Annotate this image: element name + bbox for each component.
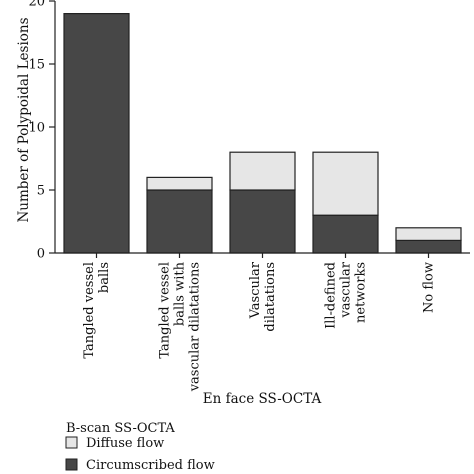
- y-tick-label-15: 15: [28, 58, 45, 73]
- bar-diffuse-1: [146, 176, 213, 191]
- axes-layer: 0 5 10 15 20: [28, 0, 470, 262]
- bar-diffuse-4: [395, 227, 462, 242]
- legend: B-scan SS-OCTA Diffuse flow Circumscribed…: [65, 421, 215, 473]
- y-tick-label-20: 20: [28, 0, 45, 10]
- category-label-line: Ill-defined: [324, 262, 339, 329]
- y-tick-label-5: 5: [37, 184, 45, 199]
- bar-circumscribed-3: [312, 214, 379, 254]
- category-label-line: balls with: [173, 261, 188, 326]
- legend-title: B-scan SS-OCTA: [66, 421, 175, 436]
- category-label-line: vascular dilatations: [188, 262, 203, 392]
- category-label-line: dilatations: [263, 262, 278, 332]
- category-label-line: Tangled vessel: [158, 262, 173, 359]
- category-label-line: balls: [97, 262, 112, 293]
- bar-diffuse-2: [229, 151, 296, 191]
- category-labels: Tangled vesselballs Tangled vesselballs w…: [82, 261, 437, 392]
- y-tick-label-10: 10: [28, 121, 45, 136]
- category-label-line: Tangled vessel: [82, 262, 97, 359]
- bar-circumscribed-1: [146, 189, 213, 254]
- category-label-1: Tangled vesselballs withvascular dilatat…: [158, 261, 203, 392]
- bar-circumscribed-0: [63, 13, 130, 254]
- category-label-3: Ill-definedvascularnetworks: [324, 261, 369, 329]
- category-label-4: No flow: [422, 262, 437, 313]
- bar-circumscribed-4: [395, 239, 462, 254]
- y-axis-title: Number of Polypoidal Lesions: [16, 17, 32, 222]
- bar-diffuse-3: [312, 151, 379, 216]
- category-label-line: Vascular: [248, 261, 263, 319]
- legend-label-circumscribed: Circumscribed flow: [86, 458, 215, 473]
- category-label-0: Tangled vesselballs: [82, 262, 112, 359]
- legend-label-diffuse: Diffuse flow: [86, 436, 164, 451]
- category-label-line: networks: [354, 262, 369, 323]
- y-tick-label-0: 0: [37, 247, 45, 262]
- bars-layer: [63, 13, 462, 254]
- legend-swatch-diffuse: [65, 436, 78, 449]
- category-label-line: vascular: [339, 261, 354, 318]
- category-label-line: No flow: [422, 262, 437, 313]
- legend-items: Diffuse flow Circumscribed flow: [65, 436, 215, 473]
- x-axis-title: En face SS-OCTA: [203, 391, 322, 407]
- category-label-2: Vasculardilatations: [248, 261, 278, 331]
- legend-swatch-circumscribed: [65, 458, 78, 471]
- bar-circumscribed-2: [229, 189, 296, 254]
